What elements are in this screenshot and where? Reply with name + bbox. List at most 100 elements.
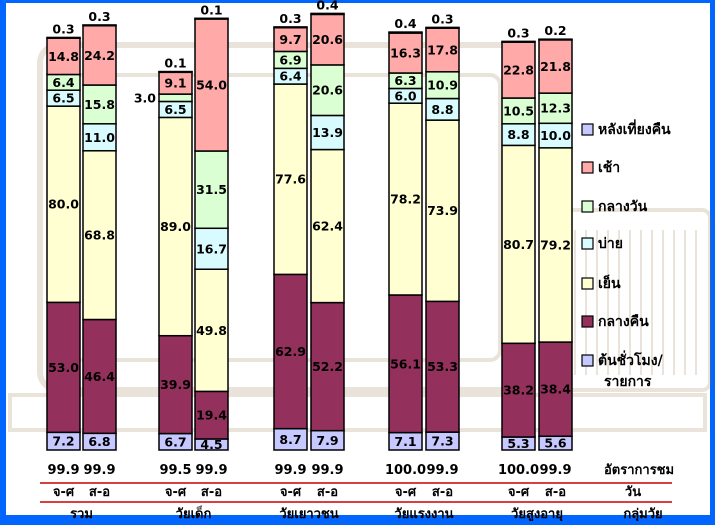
bar-segment xyxy=(388,31,423,34)
legend-label: กลางคืน xyxy=(598,314,649,330)
bar-segment xyxy=(194,17,229,20)
bar-value-label: 20.6 xyxy=(312,32,343,47)
bar-segment xyxy=(194,17,229,152)
bar-value-label: 10.5 xyxy=(503,103,534,118)
day-label: จ-ศ xyxy=(165,485,187,500)
bar-value-label: 7.3 xyxy=(431,434,453,449)
bar-value-label: 0.4 xyxy=(394,16,416,31)
day-label: ส-อ xyxy=(89,485,110,500)
bar-segment xyxy=(310,148,345,304)
bar-segment xyxy=(82,24,117,27)
bar-value-label: 0.3 xyxy=(507,25,529,40)
rating-value: 99.9 xyxy=(426,463,458,478)
rating-value: 99.9 xyxy=(539,463,571,478)
legend-label: เช้า xyxy=(598,160,620,176)
plot-background xyxy=(6,3,710,515)
bar-value-label: 6.5 xyxy=(164,102,186,117)
bar-value-label: 22.8 xyxy=(503,63,534,78)
legend-swatch xyxy=(581,200,594,213)
bar-segment xyxy=(273,83,308,276)
bar-value-label: 89.0 xyxy=(160,219,191,234)
bar-value-label: 53.0 xyxy=(48,360,79,375)
bar-segment xyxy=(501,41,536,99)
rating-value: 99.9 xyxy=(47,463,79,478)
bar-value-label: 8.8 xyxy=(431,102,453,117)
rating-value: 100.0 xyxy=(385,463,426,478)
bar-segment xyxy=(501,144,536,345)
group-label: วัยสูงอายุ xyxy=(511,507,563,521)
bar-value-label: 6.3 xyxy=(394,73,416,88)
bar-value-label: 0.3 xyxy=(279,11,301,26)
group-label: รวม xyxy=(70,507,93,521)
legend: หลังเที่ยงคืนเช้ากลางวันบ่ายเย็นกลางคืนต… xyxy=(581,119,671,390)
bar-value-label: 6.7 xyxy=(164,434,186,449)
rating-value: 99.9 xyxy=(274,463,306,478)
bar-value-label: 0.2 xyxy=(544,23,566,38)
bar-value-label: 5.3 xyxy=(507,436,529,451)
legend-label: บ่าย xyxy=(598,236,623,252)
bar-value-label: 24.2 xyxy=(84,48,115,63)
bar-segment xyxy=(425,300,460,433)
bar-value-label: 17.8 xyxy=(427,42,458,57)
bar-segment xyxy=(158,116,193,337)
rating-value: 99.9 xyxy=(83,463,115,478)
bar-value-label: 6.5 xyxy=(52,91,74,106)
bar-value-label: 11.0 xyxy=(84,130,115,145)
bar-segment xyxy=(194,390,229,440)
bar-segment xyxy=(273,273,308,430)
bar-value-label: 10.0 xyxy=(540,128,571,143)
bar-value-label: 0.1 xyxy=(164,56,186,71)
bar-segment xyxy=(501,40,536,43)
bar-segment xyxy=(158,334,193,435)
bar-value-label: 39.9 xyxy=(160,377,191,392)
bar-segment xyxy=(82,150,117,321)
day-label: จ-ศ xyxy=(280,485,302,500)
rating-value: 99.9 xyxy=(195,463,227,478)
bar-segment xyxy=(388,102,423,296)
bar-value-label: 10.9 xyxy=(427,78,458,93)
tv-base xyxy=(8,393,707,432)
bar-segment xyxy=(46,105,81,304)
bar-value-label: 62.9 xyxy=(275,344,306,359)
bar-segment xyxy=(538,341,573,438)
bar-value-label: 6.4 xyxy=(52,75,74,90)
bar-value-label: 9.7 xyxy=(279,32,301,47)
legend-swatch xyxy=(581,315,594,328)
day-label: ส-อ xyxy=(317,485,338,500)
bar-segment xyxy=(538,147,573,343)
bar-value-label: 5.6 xyxy=(544,436,566,451)
group-label: วัยเยาวชน xyxy=(279,507,338,521)
bar-segment xyxy=(273,26,308,29)
bar-segment xyxy=(310,12,345,16)
bar-value-label: 7.9 xyxy=(316,433,338,448)
legend-label-line2: รายการ xyxy=(604,374,652,390)
day-row-label: วัน xyxy=(625,485,641,500)
bar-value-label: 38.2 xyxy=(503,383,534,398)
bar-value-label: 8.8 xyxy=(507,127,529,142)
bar-value-label: 79.2 xyxy=(540,237,571,252)
bar-value-label: 54.0 xyxy=(196,77,227,92)
day-label: ส-อ xyxy=(201,485,222,500)
bar-value-label: 46.4 xyxy=(84,369,115,384)
bar-value-label: 7.2 xyxy=(52,434,74,449)
bar-segment xyxy=(158,70,193,74)
bar-value-label: 49.8 xyxy=(196,323,227,338)
bar-segment xyxy=(538,122,573,149)
bar-segment xyxy=(82,123,117,152)
bar-layer: 7.253.080.06.56.414.80.36.846.468.811.01… xyxy=(46,0,573,452)
bar-value-label: 19.4 xyxy=(196,408,227,423)
bar-value-label: 15.8 xyxy=(84,97,115,112)
rating-row-label: อัตราการชม xyxy=(604,463,674,478)
bar-value-label: 52.2 xyxy=(312,359,343,374)
legend-label: หลังเที่ยงคืน xyxy=(598,119,671,138)
legend-swatch xyxy=(581,237,594,250)
bar-segment xyxy=(538,92,573,125)
bar-segment xyxy=(425,71,460,100)
bar-value-label: 4.5 xyxy=(200,437,222,452)
bar-value-label: 78.2 xyxy=(390,192,421,207)
bar-value-label: 6.9 xyxy=(279,52,301,67)
bar-segment xyxy=(46,37,81,76)
bar-segment xyxy=(425,26,460,29)
legend-swatch xyxy=(581,277,594,290)
